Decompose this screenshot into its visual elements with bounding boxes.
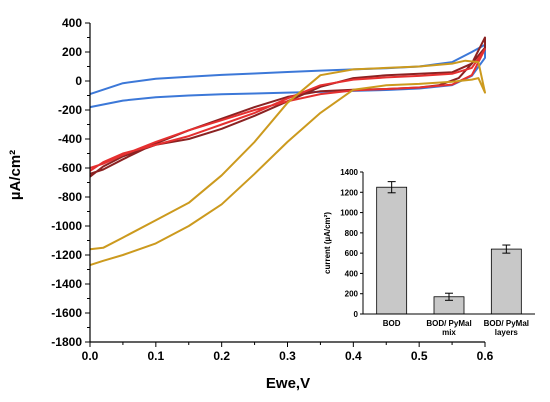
inset-bar-chart: 0 200 400 600 800 1000 1200 1400 BOD BOD/ PyMal m… xyxy=(323,168,535,337)
inset-category-label: BOD xyxy=(383,319,401,328)
main-x-tick-label: 0.2 xyxy=(213,349,230,363)
main-y-axis-label: µA/cm² xyxy=(7,150,24,200)
main-x-axis-label: Ewe,V xyxy=(266,375,310,392)
main-x-ticks: 0.0 0.1 0.2 0.3 0.4 0.5 0.6 xyxy=(82,342,494,363)
inset-bars-group xyxy=(376,181,522,315)
main-x-tick-label: 0.5 xyxy=(411,349,428,363)
cv-chart: 400 200 0 -200 -400 -600 -800 -1000 -1200 -1400 -1… xyxy=(7,16,494,392)
cv-series-line-2 xyxy=(89,36,486,178)
inset-bar-3 xyxy=(490,248,522,315)
main-y-tick-label: -1600 xyxy=(51,306,82,320)
main-y-ticks: 400 200 0 -200 -400 -600 -800 -1000 -1200 -1400 -1… xyxy=(51,16,90,349)
inset-y-tick-label: 400 xyxy=(345,269,359,278)
inset-y-tick-label: 800 xyxy=(345,229,359,238)
main-y-tick-label: -800 xyxy=(58,190,82,204)
cv-series-line-3 xyxy=(89,48,486,172)
main-y-tick-label: -200 xyxy=(58,103,82,117)
main-x-tick-label: 0.0 xyxy=(82,349,99,363)
inset-category-labels: BOD BOD/ PyMal mix BOD/ PyMal layers xyxy=(383,319,529,337)
main-y-tick-label: -1800 xyxy=(51,335,82,349)
inset-y-tick-label: 1000 xyxy=(340,209,358,218)
inset-y-tick-label: 1200 xyxy=(340,188,358,197)
inset-bar-1 xyxy=(376,186,408,315)
main-y-tick-label: -400 xyxy=(58,132,82,146)
main-y-tick-label: -1200 xyxy=(51,248,82,262)
inset-category-label: BOD/ PyMal mix xyxy=(426,319,471,337)
main-y-tick-label: 200 xyxy=(62,45,82,59)
main-x-tick-label: 0.6 xyxy=(477,349,494,363)
inset-y-tick-label: 200 xyxy=(345,290,359,299)
main-y-tick-label: -1000 xyxy=(51,219,82,233)
inset-y-tick-label: 1400 xyxy=(340,168,358,177)
main-y-tick-label: 400 xyxy=(62,16,82,30)
main-y-tick-label: 0 xyxy=(75,74,82,88)
inset-y-tick-label: 600 xyxy=(345,249,359,258)
main-x-tick-label: 0.1 xyxy=(147,349,164,363)
inset-y-tick-label: 0 xyxy=(354,310,359,319)
main-y-tick-label: -600 xyxy=(58,161,82,175)
inset-y-axis-label: current (µA/cm²) xyxy=(323,212,332,274)
main-x-tick-label: 0.4 xyxy=(345,349,362,363)
cv-series-group xyxy=(89,36,486,267)
inset-category-label: BOD/ PyMal layers xyxy=(484,319,529,337)
main-x-tick-label: 0.3 xyxy=(279,349,296,363)
cv-series-line-4 xyxy=(89,59,486,267)
main-y-tick-label: -1400 xyxy=(51,277,82,291)
inset-y-ticks: 0 200 400 600 800 1000 1200 1400 xyxy=(340,168,363,319)
